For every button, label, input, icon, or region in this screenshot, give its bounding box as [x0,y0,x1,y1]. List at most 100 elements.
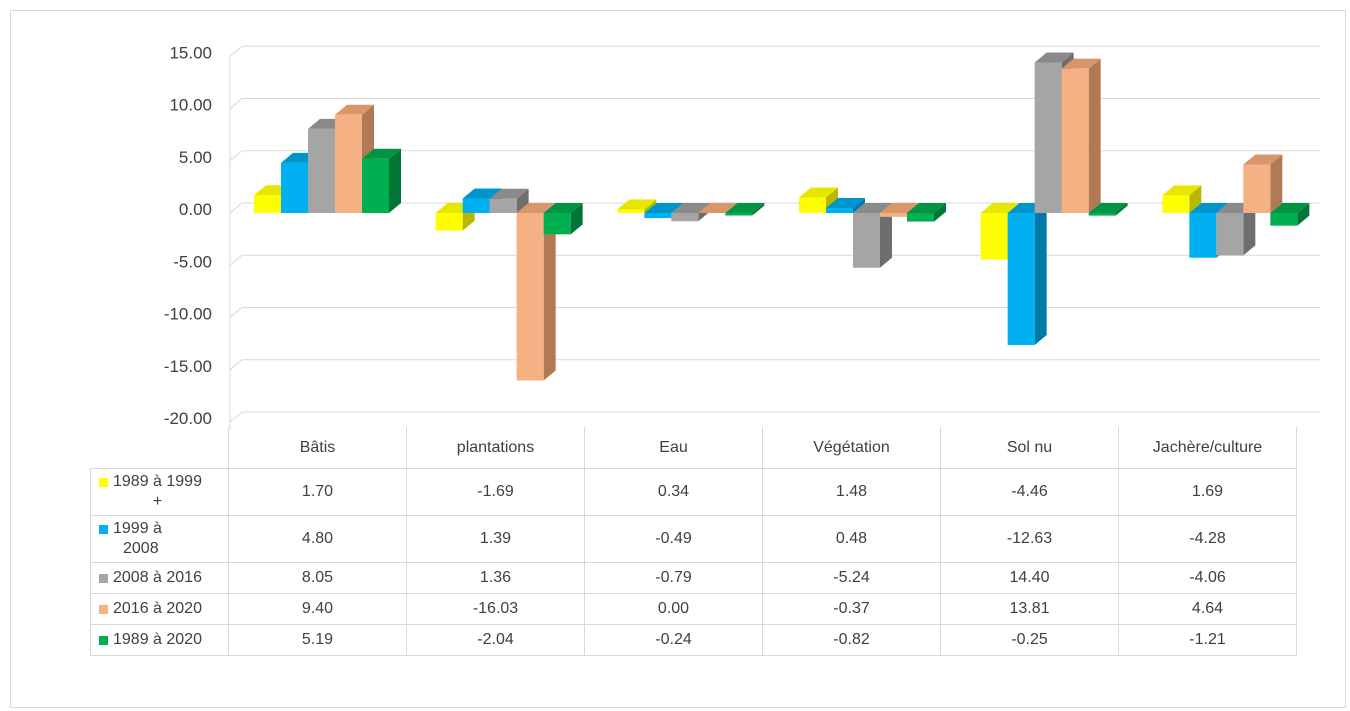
bar-2-5 [1216,203,1256,256]
bar-front [1270,213,1298,226]
bar-4-3 [907,203,946,222]
legend-label: 2008 à 2016 [113,568,202,588]
bar-front [1243,164,1271,213]
bar-front [516,213,544,381]
gridline-side [229,307,243,318]
bar-top [335,104,374,115]
y-tick-label: -5.00 [173,252,212,271]
bar-side [644,199,657,213]
data-label: 4.64 [1118,593,1297,625]
legend-label-line: + [152,493,163,510]
legend-label: 1989 à 2020 [113,630,202,650]
legend-swatch [99,636,108,645]
bar-front [907,213,934,222]
chart-plot: 15.00 10.00 5.00 0.00 -5.00 -10.00 -15.00 -20.0… [164,43,1320,430]
bar-front [362,158,389,213]
legend-key: 2008 à 2016 [90,562,229,594]
legend-key: 1999 à 2008 [90,515,229,563]
legend-key: 1989 à 2020 [90,624,229,656]
bar-top [1270,203,1310,213]
data-label: 0.48 [762,515,941,563]
data-label: -0.24 [584,624,763,656]
bar-front [644,213,672,219]
legend-label-line: 2008 [123,540,159,557]
bar-side [1088,58,1101,213]
data-label: 13.81 [940,593,1119,625]
bar-front [254,195,281,213]
bar-front [1189,213,1217,258]
bar-side [880,203,892,268]
bar-top [853,203,892,213]
bar-top [880,203,919,213]
bar-side [1297,203,1310,226]
gridline-side [229,411,243,423]
bar-top [826,197,865,208]
data-label: -4.06 [1118,562,1297,594]
bar-3-1 [516,203,556,381]
legend-label: 1999 à 2008 [113,519,162,559]
bar-side [853,197,865,213]
data-label: -0.79 [584,562,763,594]
data-label: 4.80 [228,515,407,563]
bars [254,52,1310,381]
legend-key: 2016 à 2020 [90,593,229,625]
bar-front [671,213,699,222]
legend-label-line: 1999 à [113,520,162,537]
bar-3-4 [1061,58,1101,213]
bar-side [1270,154,1283,213]
bar-front [1162,195,1190,213]
data-label: 1.70 [228,468,407,516]
bar-top [671,203,711,213]
category-label: Bâtis [228,427,407,469]
bar-front [462,198,490,213]
bar-front [435,213,463,231]
bar-front [281,162,308,213]
legend-label-line: 2016 à 2020 [113,600,202,617]
bar-top [799,187,838,198]
legend-label: 1989 à 1999 + [113,472,202,512]
bar-front [617,209,645,213]
category-label: plantations [406,427,585,469]
gridlines [229,45,1320,430]
gridline-side [229,98,243,109]
bar-top [1162,185,1202,196]
bar-top [698,203,738,213]
data-label: 0.00 [584,593,763,625]
category-label: Jachère/culture [1118,427,1297,469]
data-label: -4.46 [940,468,1119,516]
legend-label-line: 1989 à 1999 [113,473,202,490]
bar-top [1243,154,1283,165]
bar-top [907,203,946,213]
bar-side [752,203,765,216]
bar-side [1115,203,1128,216]
bar-front [725,213,753,216]
category-label: Eau [584,427,763,469]
data-label: -16.03 [406,593,585,625]
bar-top [543,203,583,213]
data-label: -5.24 [762,562,941,594]
data-label: 1.48 [762,468,941,516]
bar-top [1034,52,1074,63]
data-label: 8.05 [228,562,407,594]
bar-front [880,213,907,217]
data-label: 14.40 [940,562,1119,594]
category-label: Sol nu [940,427,1119,469]
bar-side [1243,203,1256,256]
bar-side [1034,203,1047,345]
bar-front [308,128,335,213]
bar-top [1189,203,1229,213]
bar-4-5 [1270,203,1310,226]
bar-front [489,198,517,213]
gridline-side [229,45,243,57]
bar-front [980,213,1008,260]
category-header-row: Bâtis plantations Eau Végétation Sol nu … [90,427,1297,469]
data-label: 0.34 [584,468,763,516]
bar-top [462,188,502,199]
legend-label-line: 1989 à 2020 [113,631,202,648]
bar-top [617,199,657,210]
data-label: -0.37 [762,593,941,625]
gridline-side [229,150,243,162]
data-label: 5.19 [228,624,407,656]
bar-4-0 [362,148,401,213]
y-tick-label: -15.00 [164,357,212,376]
